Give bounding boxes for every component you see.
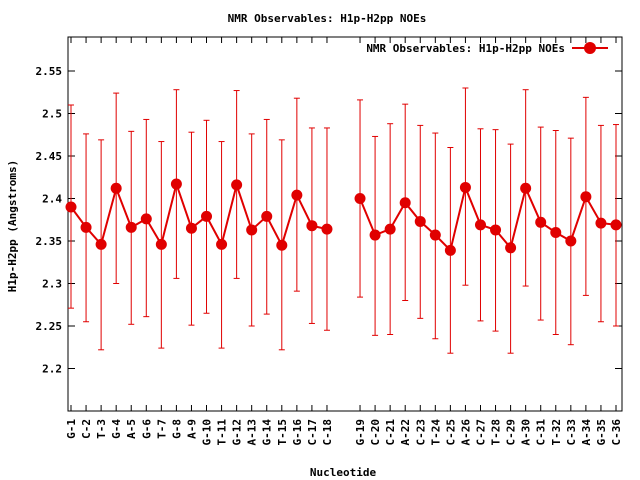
y-tick-label: 2.5 xyxy=(42,108,62,121)
series-line-segment-2 xyxy=(359,184,617,253)
plot-frame xyxy=(67,36,623,412)
x-tick-label: T-32 xyxy=(550,419,563,446)
data-point xyxy=(231,179,243,191)
x-tick-label: T-3 xyxy=(95,419,108,439)
data-point xyxy=(459,181,471,193)
x-tick-label: A-5 xyxy=(125,419,138,439)
y-tick-label: 2.25 xyxy=(36,320,63,333)
data-point xyxy=(429,229,441,241)
plot-border xyxy=(67,36,623,412)
x-tick-label: A-13 xyxy=(246,419,259,446)
x-tick-label: C-2 xyxy=(80,419,93,439)
data-point xyxy=(261,210,273,222)
series-line-segment-1 xyxy=(70,180,328,248)
data-point xyxy=(610,219,622,231)
x-tick-label: C-18 xyxy=(321,419,334,446)
data-point xyxy=(354,193,366,204)
x-tick-label: T-7 xyxy=(155,419,168,439)
data-point xyxy=(95,238,107,250)
y-axis: 2.2 2.25 2.3 2.35 2.4 2.45 2.5 2.55 xyxy=(36,65,622,376)
data-point xyxy=(399,197,411,209)
x-tick-label: G-12 xyxy=(231,419,244,446)
data-point xyxy=(291,189,303,201)
x-tick-label: A-30 xyxy=(520,419,533,446)
x-tick-label: A-9 xyxy=(185,419,198,439)
data-point xyxy=(595,217,607,229)
x-tick-label: G-1 xyxy=(65,419,78,439)
data-point xyxy=(505,242,517,254)
data-point xyxy=(185,222,197,234)
x-axis-label: Nucleotide xyxy=(310,466,377,479)
data-point xyxy=(140,213,152,225)
x-tick-label: A-26 xyxy=(459,419,472,446)
data-point xyxy=(384,223,396,235)
x-tick-label: G-35 xyxy=(595,419,608,446)
x-tick-label: C-17 xyxy=(306,419,319,446)
x-tick-label: C-20 xyxy=(369,419,382,446)
x-tick-label: A-22 xyxy=(399,419,412,446)
x-tick-label: A-34 xyxy=(580,419,593,446)
x-tick-label: G-8 xyxy=(170,419,183,439)
y-axis-label: H1p-H2pp (Angstroms) xyxy=(6,160,19,292)
x-tick-label: C-21 xyxy=(384,419,397,446)
data-point xyxy=(276,239,288,251)
y-tick-label: 2.55 xyxy=(36,65,63,78)
x-tick-label: C-27 xyxy=(474,419,487,446)
x-tick-label: G-14 xyxy=(261,419,274,446)
data-series xyxy=(65,87,622,354)
data-point xyxy=(580,191,592,203)
data-point xyxy=(414,215,426,227)
chart-title: NMR Observables: H1p-H2pp NOEs xyxy=(228,12,427,25)
y-tick-label: 2.2 xyxy=(42,363,62,376)
data-point xyxy=(535,216,547,228)
legend: NMR Observables: H1p-H2pp NOEs xyxy=(366,42,608,55)
x-axis: G-1 C-2 T-3 G-4 A-5 G-6 T-7 G-8 A-9 G-10 T-11 G-12 A… xyxy=(65,37,623,446)
data-point xyxy=(246,224,258,236)
data-point xyxy=(170,178,182,190)
y-tick-label: 2.35 xyxy=(36,235,63,248)
legend-marker-swatch xyxy=(584,42,596,54)
y-tick-label: 2.3 xyxy=(42,278,62,291)
data-point xyxy=(490,224,502,236)
x-tick-label: G-4 xyxy=(110,419,123,439)
data-point xyxy=(565,235,577,247)
x-tick-label: C-25 xyxy=(444,419,457,446)
data-point xyxy=(65,201,77,213)
data-point xyxy=(321,223,333,235)
data-point xyxy=(550,227,562,238)
x-tick-label: C-31 xyxy=(535,419,548,446)
data-point xyxy=(201,210,213,222)
x-tick-label: C-36 xyxy=(610,419,623,446)
x-tick-label: G-10 xyxy=(201,419,214,446)
x-tick-label: C-29 xyxy=(505,419,518,446)
data-point xyxy=(155,238,167,250)
x-tick-label: G-19 xyxy=(354,419,367,446)
x-tick-label: G-16 xyxy=(291,419,304,446)
data-point xyxy=(474,219,486,231)
x-tick-label: T-24 xyxy=(429,419,442,446)
data-point xyxy=(125,221,137,233)
data-point xyxy=(80,221,92,233)
x-tick-label: T-15 xyxy=(276,419,289,446)
x-tick-label: C-33 xyxy=(565,419,578,446)
data-point xyxy=(520,182,532,194)
legend-label: NMR Observables: H1p-H2pp NOEs xyxy=(366,42,565,55)
data-point xyxy=(444,244,456,256)
data-point xyxy=(216,238,228,250)
x-tick-label: T-28 xyxy=(490,419,503,446)
x-tick-label: T-11 xyxy=(216,419,229,446)
data-point xyxy=(369,229,381,241)
data-point xyxy=(110,182,122,194)
x-tick-label: G-6 xyxy=(140,419,153,439)
x-tick-label: C-23 xyxy=(414,419,427,446)
y-tick-label: 2.45 xyxy=(36,150,63,163)
data-point xyxy=(306,220,318,232)
y-tick-label: 2.4 xyxy=(42,193,62,206)
